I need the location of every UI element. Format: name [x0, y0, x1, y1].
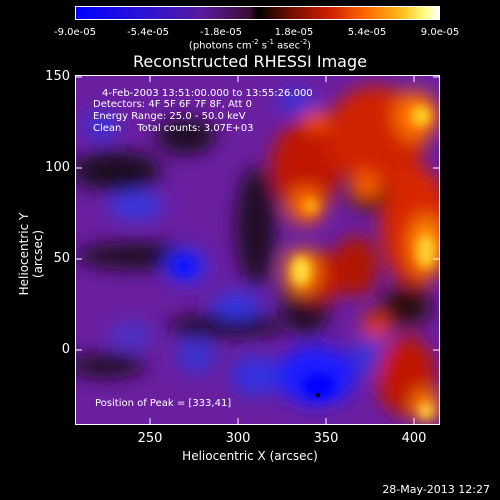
peak-position-label: Position of Peak = [333,41]: [95, 398, 232, 409]
energy-range-label: Energy Range: 25.0 - 50.0 keV: [93, 111, 246, 122]
clean-counts-label: Clean Total counts: 3.07E+03: [93, 123, 254, 134]
time-range-label: 4-Feb-2003 13:51:00.000 to 13:55:26.000: [102, 88, 313, 99]
x-tick-label: 400: [401, 431, 427, 446]
colorbar-tick: -1.8e-05: [200, 27, 242, 38]
image-title: Reconstructed RHESSI Image: [133, 52, 367, 71]
colorbar-tick: -5.4e-05: [127, 27, 169, 38]
x-tick-label: 350: [313, 431, 339, 446]
y-tick-label: 0: [61, 342, 70, 357]
x-tick-label: 250: [137, 431, 163, 446]
timestamp: 28-May-2013 12:27: [382, 483, 490, 496]
colorbar: [75, 6, 440, 20]
colorbar-tick: 9.0e-05: [420, 27, 460, 38]
colorbar-tick: 1.8e-05: [274, 27, 314, 38]
x-axis-label: Heliocentric X (arcsec): [182, 449, 318, 463]
y-tick-label: 50: [53, 251, 70, 266]
peak-marker: [316, 393, 320, 397]
y-tick-label: 150: [45, 69, 70, 84]
rhessi-image-map: [76, 76, 439, 424]
colorbar-unit-label: (photons cm-2 s-1 asec-2): [188, 38, 312, 52]
colorbar-tick: 5.4e-05: [347, 27, 387, 38]
colorbar-tick: -9.0e-05: [54, 27, 96, 38]
detectors-label: Detectors: 4F 5F 6F 7F 8F, Att 0: [93, 99, 253, 110]
y-axis-label: Heliocentric Y (arcsec): [17, 212, 45, 296]
rhessi-image: [75, 75, 440, 425]
y-tick-label: 100: [45, 160, 70, 175]
x-tick-label: 300: [225, 431, 251, 446]
